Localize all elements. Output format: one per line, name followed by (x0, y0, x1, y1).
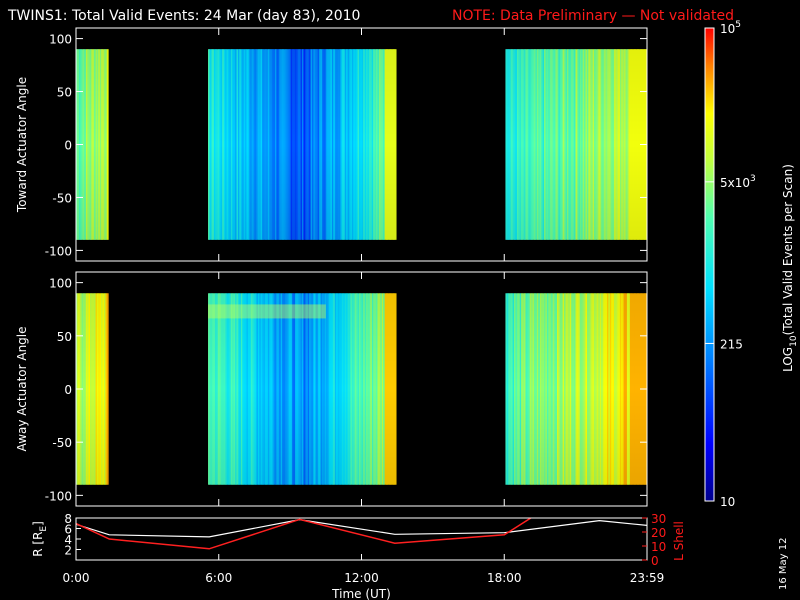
radius-line (76, 518, 647, 538)
away-panel: 100 50 0 -50 -100 Away Actuator Angle (15, 271, 648, 507)
y-tick-label: -100 (45, 244, 72, 258)
colorbar-tick-label: 105 (720, 20, 741, 36)
colorbar-label: LOG10(Total Valid Events per Scan) (781, 164, 799, 372)
colorbar-tick-label: 10 (720, 495, 735, 509)
plot-title: TWINS1: Total Valid Events: 24 Mar (day … (7, 8, 360, 24)
colorbar-scale (704, 27, 715, 502)
date-stamp: 16 May 12 (778, 538, 789, 590)
heatmap-shade (208, 293, 396, 485)
y-tick-label: 0 (64, 139, 72, 153)
y-tick-label: 100 (49, 33, 72, 47)
colorbar: 105 5x103 215 10 LOG10(Total Valid Events p… (704, 20, 799, 509)
y2-tick-label: 10 (651, 540, 666, 554)
heatmap-shade (505, 49, 647, 240)
heatmap-band (208, 304, 326, 319)
y-axis-label: Toward Actuator Angle (15, 77, 29, 213)
y-tick-label: -100 (45, 489, 72, 503)
lshell-line (76, 518, 533, 550)
preliminary-note: NOTE: Data Preliminary — Not validated (452, 8, 734, 24)
y-tick-label: 100 (49, 277, 72, 291)
y2-tick-label: 20 (651, 526, 666, 540)
x-tick-label: 0:00 (63, 571, 90, 585)
heatmap-shade (505, 293, 647, 485)
lshell-axis-label: L Shell (672, 521, 686, 561)
y-tick-label: -50 (52, 436, 72, 450)
heatmap-cells (76, 293, 648, 485)
y2-tick-label: 0 (651, 554, 659, 568)
y-tick-label: 50 (57, 86, 72, 100)
y-tick-label: 4 (64, 533, 72, 547)
y-tick-label: 0 (64, 383, 72, 397)
toward-panel: 100 50 0 -50 -100 Toward Actuator Angle (15, 27, 648, 262)
y-tick-label: -50 (52, 191, 72, 205)
x-tick-label: 12:00 (344, 571, 379, 585)
y-tick-label: 8 (64, 512, 72, 526)
colorbar-tick-label: 5x103 (720, 174, 756, 190)
y-tick-label: 2 (64, 544, 72, 558)
y-axis-label: Away Actuator Angle (15, 326, 29, 451)
heatmap-shade (208, 49, 396, 240)
panel-background (76, 518, 647, 560)
y-tick-label: 50 (57, 330, 72, 344)
y2-tick-label: 30 (651, 512, 666, 526)
x-tick-label: 23:59 (630, 571, 665, 585)
y-tick-label: 6 (64, 523, 72, 537)
x-tick-label: 18:00 (487, 571, 522, 585)
x-tick-label: 6:00 (205, 571, 232, 585)
x-axis-label: Time (UT) (331, 587, 391, 600)
r-axis-label: R [RE] (31, 521, 49, 557)
colorbar-tick-label: 215 (720, 337, 743, 351)
